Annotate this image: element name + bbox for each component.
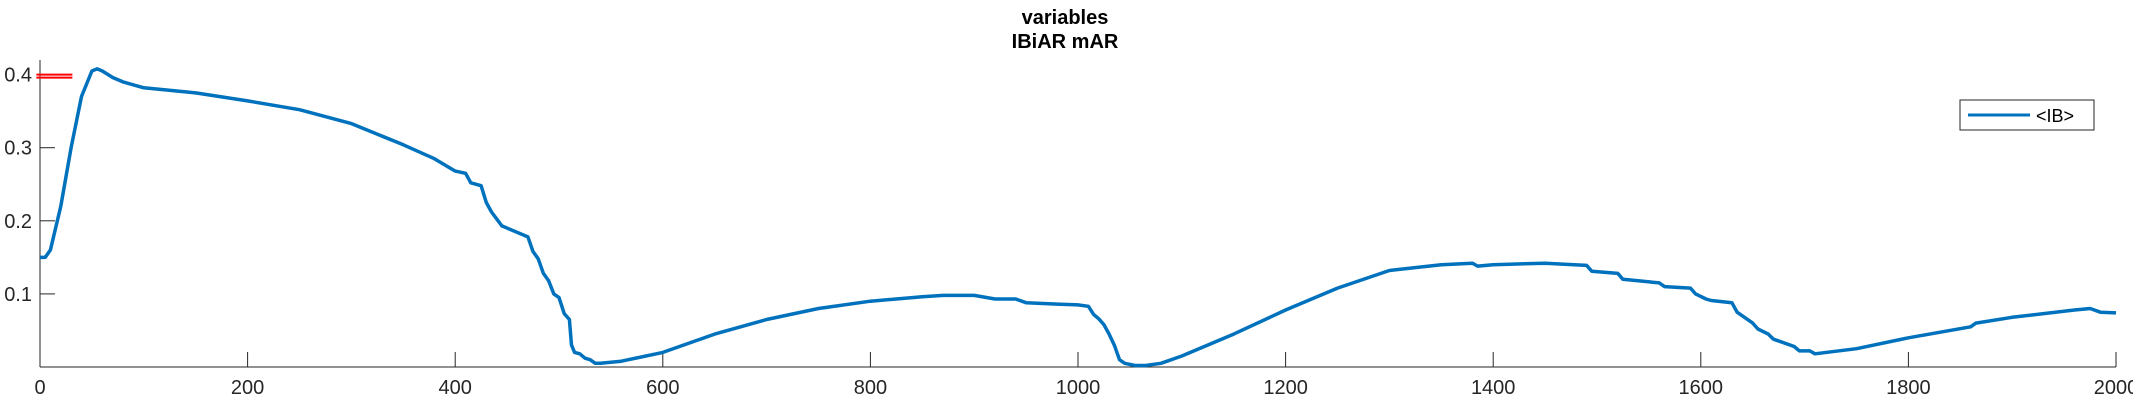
x-tick-label: 1200 [1263,377,1308,399]
y-tick-label: 0.2 [4,211,32,233]
x-tick-label: 200 [231,377,264,399]
x-tick-label: 1800 [1886,377,1931,399]
y-ticks-group: 0.1 0.2 0.3 0.4 [4,65,55,306]
y-tick-label: 0.3 [4,138,32,160]
x-tick-label: 800 [854,377,887,399]
x-tick-label: 600 [646,377,679,399]
x-tick-label: 1400 [1471,377,1516,399]
x-tick-label: 2000 [2094,377,2133,399]
title-group: variables IBiAR mAR [1012,7,1119,53]
extra-marks-group [36,73,73,79]
x-tick-label: 1600 [1679,377,1724,399]
series-group [40,67,2117,368]
legend: <IB> [1959,99,2095,131]
x-ticks-group: 0 200 400 600 800 1000 1200 1400 1600 1800 2000 [34,352,2133,399]
chart-title: variables [1022,7,1109,29]
series-line [40,67,2117,368]
x-tick-label: 1000 [1056,377,1101,399]
y-tick-label: 0.4 [4,65,32,87]
legend-label: <IB> [2036,106,2074,126]
axes-group [39,60,2116,368]
x-tick-label: 400 [439,377,472,399]
x-tick-label: 0 [34,377,45,399]
y-tick-label: 0.1 [4,284,32,306]
chart-subtitle: IBiAR mAR [1012,31,1119,53]
